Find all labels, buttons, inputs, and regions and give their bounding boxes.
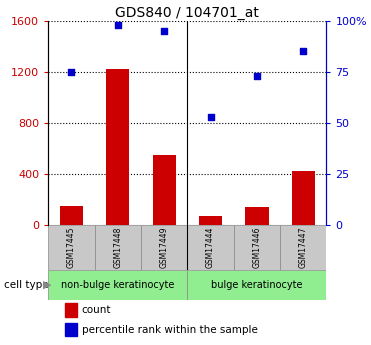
Bar (187, 270, 326, 299)
Text: GSM17447: GSM17447 (299, 227, 308, 268)
Text: GSM17446: GSM17446 (252, 227, 262, 268)
Text: GSM17449: GSM17449 (160, 227, 169, 268)
Text: GSM17444: GSM17444 (206, 227, 215, 268)
Bar (106, 69, 129, 225)
Bar (234, 225, 280, 270)
Text: count: count (82, 305, 111, 315)
Point (254, 73, 260, 79)
Bar (292, 171, 315, 225)
Text: ▶: ▶ (43, 280, 51, 290)
Bar (60, 206, 83, 225)
Bar (65, 323, 78, 336)
Bar (48, 270, 187, 299)
Text: percentile rank within the sample: percentile rank within the sample (82, 325, 257, 335)
Text: non-bulge keratinocyte: non-bulge keratinocyte (61, 280, 174, 290)
Point (301, 49, 306, 54)
Bar (141, 225, 187, 270)
Bar (187, 225, 234, 270)
Bar (199, 216, 222, 225)
Text: GSM17448: GSM17448 (113, 227, 122, 268)
Bar (95, 225, 141, 270)
Text: GSM17445: GSM17445 (67, 227, 76, 268)
Title: GDS840 / 104701_at: GDS840 / 104701_at (115, 6, 259, 20)
Bar (245, 207, 269, 225)
Bar (48, 225, 95, 270)
Bar (280, 225, 326, 270)
Text: bulge keratinocyte: bulge keratinocyte (211, 280, 303, 290)
Bar (152, 155, 176, 225)
Point (161, 28, 167, 34)
Bar (65, 303, 78, 317)
Text: cell type: cell type (4, 280, 48, 290)
Point (115, 22, 121, 28)
Point (69, 69, 75, 75)
Point (208, 114, 214, 119)
